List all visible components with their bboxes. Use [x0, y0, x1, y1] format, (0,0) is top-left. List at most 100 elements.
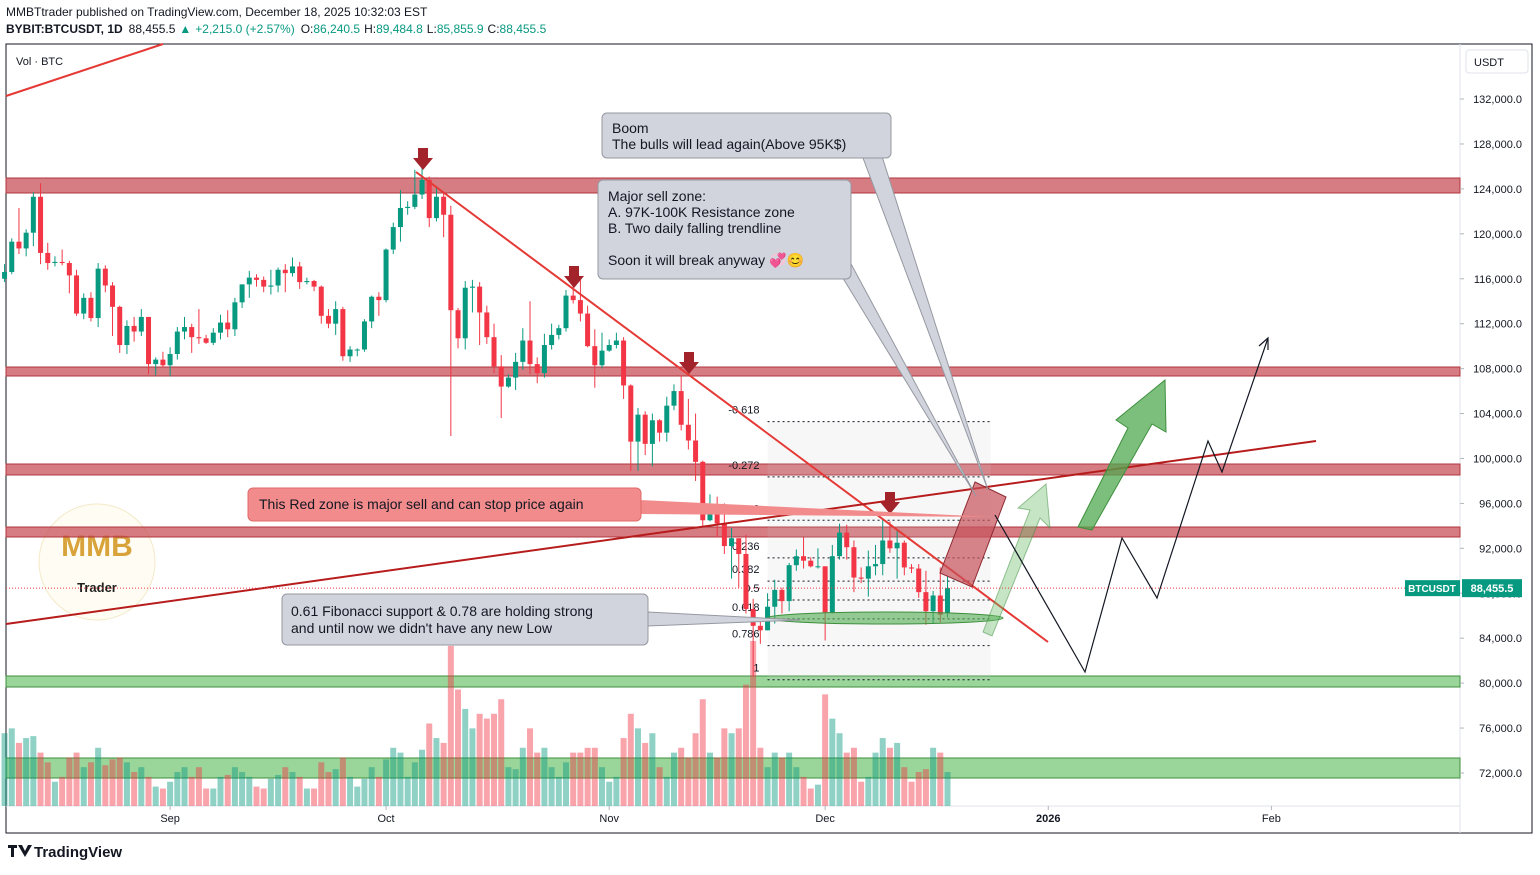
support-zone: [5, 675, 1461, 688]
candle-body: [333, 309, 339, 324]
currency: USDT: [1474, 57, 1504, 69]
candle-body: [541, 345, 547, 374]
high-label: H:: [364, 22, 376, 36]
candle-body: [347, 349, 353, 357]
y-tick-label: 112,000.0: [1474, 319, 1522, 331]
candle-body: [534, 364, 540, 374]
brand-logo: [8, 845, 32, 857]
candle-body: [146, 316, 152, 365]
candle-body: [498, 366, 504, 387]
candle-body: [505, 377, 511, 387]
volume-bar: [397, 752, 404, 806]
plot-area: MMB Trader -0.618-0.27200.2360.3820.50.6…: [1, 43, 1461, 806]
projection-arrow: [982, 482, 1051, 637]
volume-bar: [930, 747, 937, 806]
y-tick-label: 76,000.0: [1479, 723, 1522, 735]
volume-bar: [872, 752, 879, 806]
x-tick-label: Feb: [1262, 813, 1281, 825]
candle-body: [390, 227, 396, 250]
candle-body: [412, 194, 418, 207]
volume-bar: [663, 776, 670, 806]
candle-body: [570, 295, 576, 301]
candle-body: [246, 277, 252, 285]
callout-text: A. 97K-100K Resistance zone: [608, 204, 795, 220]
volume-bar: [426, 723, 433, 806]
candle-body: [743, 553, 749, 609]
volume-bar: [814, 784, 821, 806]
candle-body: [664, 405, 670, 433]
volume-bar: [728, 733, 735, 806]
candle-body: [772, 589, 778, 607]
down-arrow: [679, 352, 699, 374]
y-tick-label: 84,000.0: [1479, 633, 1522, 645]
callout-pointer: [640, 500, 993, 517]
candle-body: [383, 249, 389, 301]
candle-body: [909, 567, 915, 569]
candle-body: [124, 325, 130, 346]
currency-box: [1465, 49, 1529, 74]
volume-bar: [483, 718, 490, 806]
candle-body: [232, 302, 238, 330]
candle-body: [282, 269, 288, 274]
frame: [5, 43, 1533, 834]
candle-body: [218, 322, 224, 333]
fib-label: 1: [753, 663, 759, 675]
candle-body: [779, 589, 785, 602]
volume-bar: [95, 747, 102, 806]
candle-body: [923, 592, 929, 612]
volume-bar: [807, 788, 814, 806]
candle-body: [801, 556, 807, 561]
candle-body: [822, 566, 828, 613]
candle-body: [916, 568, 922, 593]
volume-bar: [476, 713, 483, 806]
callout-text: 0.61 Fibonacci support & 0.78 are holdin…: [291, 603, 593, 619]
candle-body: [261, 279, 267, 287]
candle-body: [880, 540, 886, 565]
volume-layer: [1, 641, 951, 806]
candle-body: [433, 196, 439, 219]
volume-bar: [181, 767, 188, 806]
volume-bar: [361, 778, 368, 806]
volume-bar: [404, 776, 411, 806]
candle-body: [700, 461, 706, 521]
y-tick-label: 80,000.0: [1479, 678, 1522, 690]
candle-body: [865, 566, 871, 579]
volume-bar: [447, 645, 454, 806]
sell-zone: [5, 526, 1461, 538]
volume-bar: [922, 769, 929, 806]
candle-body: [721, 523, 727, 547]
x-tick-label: Dec: [815, 813, 835, 825]
projection-arrowhead: [1258, 336, 1269, 350]
fib-label: 0.786: [732, 629, 760, 641]
volume-bar: [764, 767, 771, 806]
candle-body: [81, 297, 87, 314]
axis-layer: USDT 72,000.0 76,000.0 80,000.0 84,000.0 88,…: [6, 49, 1529, 825]
candle-body: [829, 556, 835, 613]
volume-bar: [195, 767, 202, 806]
candle-body: [592, 346, 598, 366]
volume-bar: [570, 752, 577, 806]
candle-body: [23, 232, 29, 249]
volume-bar: [231, 767, 238, 806]
candle-body: [369, 296, 375, 322]
volume-bar: [469, 728, 476, 806]
volume-bar: [692, 733, 699, 806]
volume-bar: [318, 762, 325, 806]
volume-bar: [1, 733, 8, 806]
candle-body: [239, 284, 245, 303]
close: 88,455.5: [500, 22, 547, 36]
volume-bar: [131, 772, 138, 806]
volume-bar: [491, 713, 498, 806]
volume-bar: [699, 699, 706, 806]
header-item: BYBIT:BTCUSDT, 1D 88,455.5 ▲ +2,215.0 (+2.5…: [6, 22, 547, 36]
volume-bar: [289, 772, 296, 806]
y-tick-label: 96,000.0: [1479, 498, 1522, 510]
candle-body: [657, 420, 663, 433]
sell-zone: [5, 366, 1461, 377]
candle-body: [606, 345, 612, 351]
volume-bar: [167, 781, 174, 806]
low-label: L:: [427, 22, 437, 36]
candle-body: [2, 272, 8, 279]
volume-bar: [419, 749, 426, 806]
y-tick-label: 100,000.0: [1473, 453, 1522, 465]
